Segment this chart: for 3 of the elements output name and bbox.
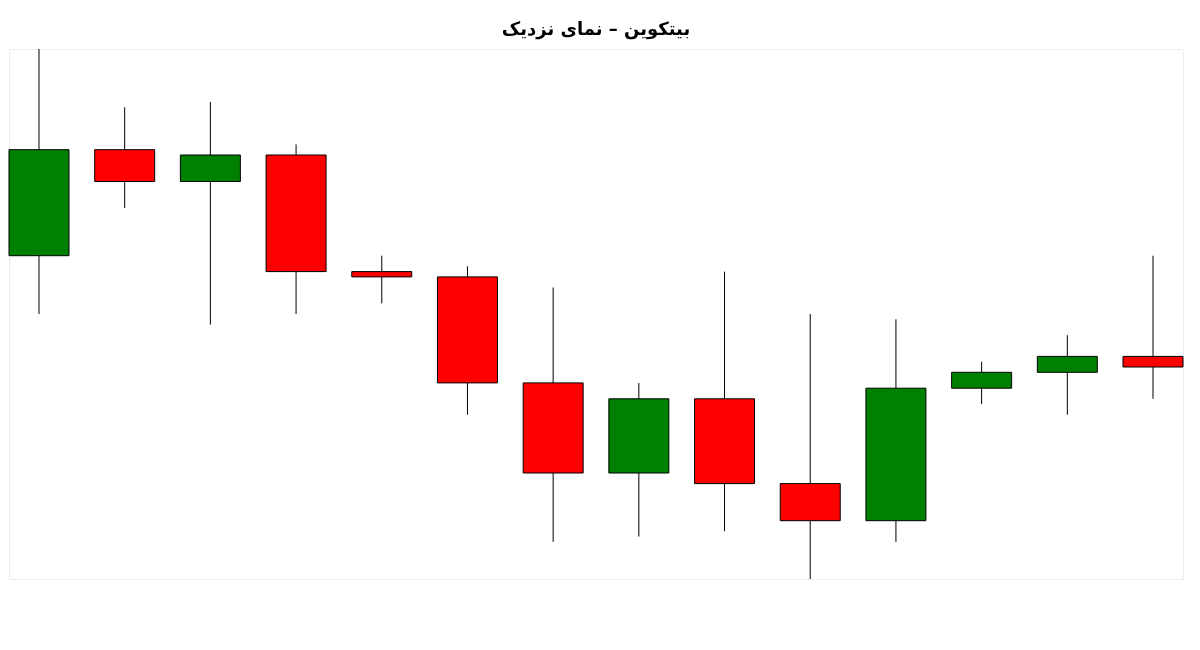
candlestick [1122,255,1184,400]
candlestick [351,255,413,304]
chart-title: بیتکوین – نمای نزدیک [501,17,691,40]
